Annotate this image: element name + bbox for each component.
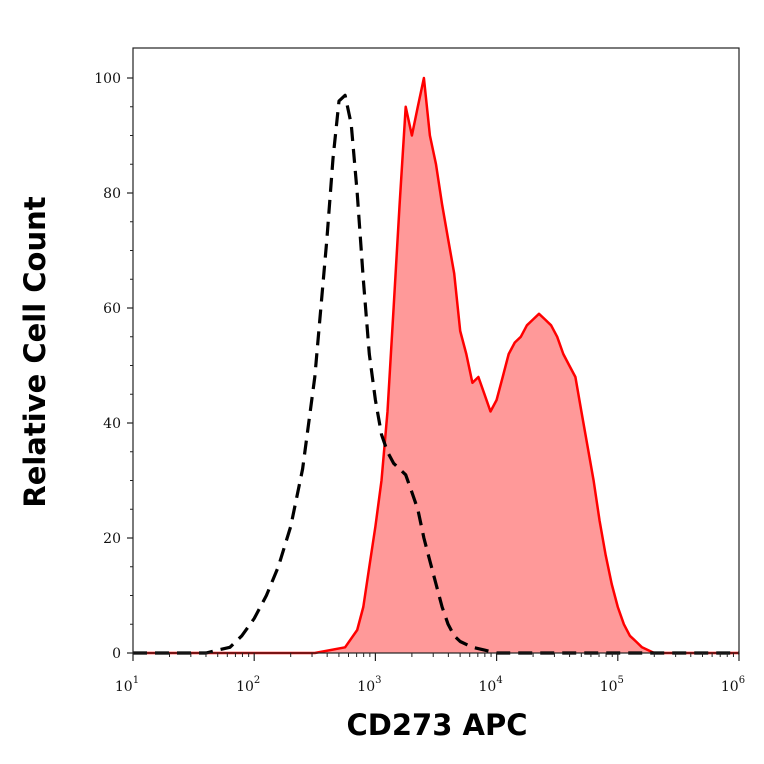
- y-tick-label: 80: [103, 186, 121, 202]
- x-tick-label: 106: [721, 675, 745, 695]
- plot-frame: [132, 47, 740, 654]
- x-tick-label: 102: [236, 675, 260, 695]
- series-1-line: [133, 93, 739, 655]
- x-tick-label: 105: [600, 675, 624, 695]
- y-tick-label: 20: [103, 531, 121, 547]
- series-0-area: [133, 78, 739, 653]
- x-axis-title: CD273 APC: [347, 708, 528, 742]
- x-tick-label: 104: [478, 675, 502, 695]
- y-tick-label: 40: [103, 416, 121, 432]
- x-tick-label: 101: [115, 675, 139, 695]
- y-tick-label: 60: [103, 301, 121, 317]
- series-0-line: [133, 76, 739, 655]
- plot-area: [133, 76, 739, 655]
- y-tick-label: 0: [112, 646, 121, 662]
- y-axis-title: Relative Cell Count: [18, 196, 52, 507]
- x-tick-label: 103: [357, 675, 381, 695]
- y-tick-label: 100: [94, 71, 121, 87]
- axes: 0 20 40 60 80 100 101 102 103 104 105 106: [94, 47, 745, 695]
